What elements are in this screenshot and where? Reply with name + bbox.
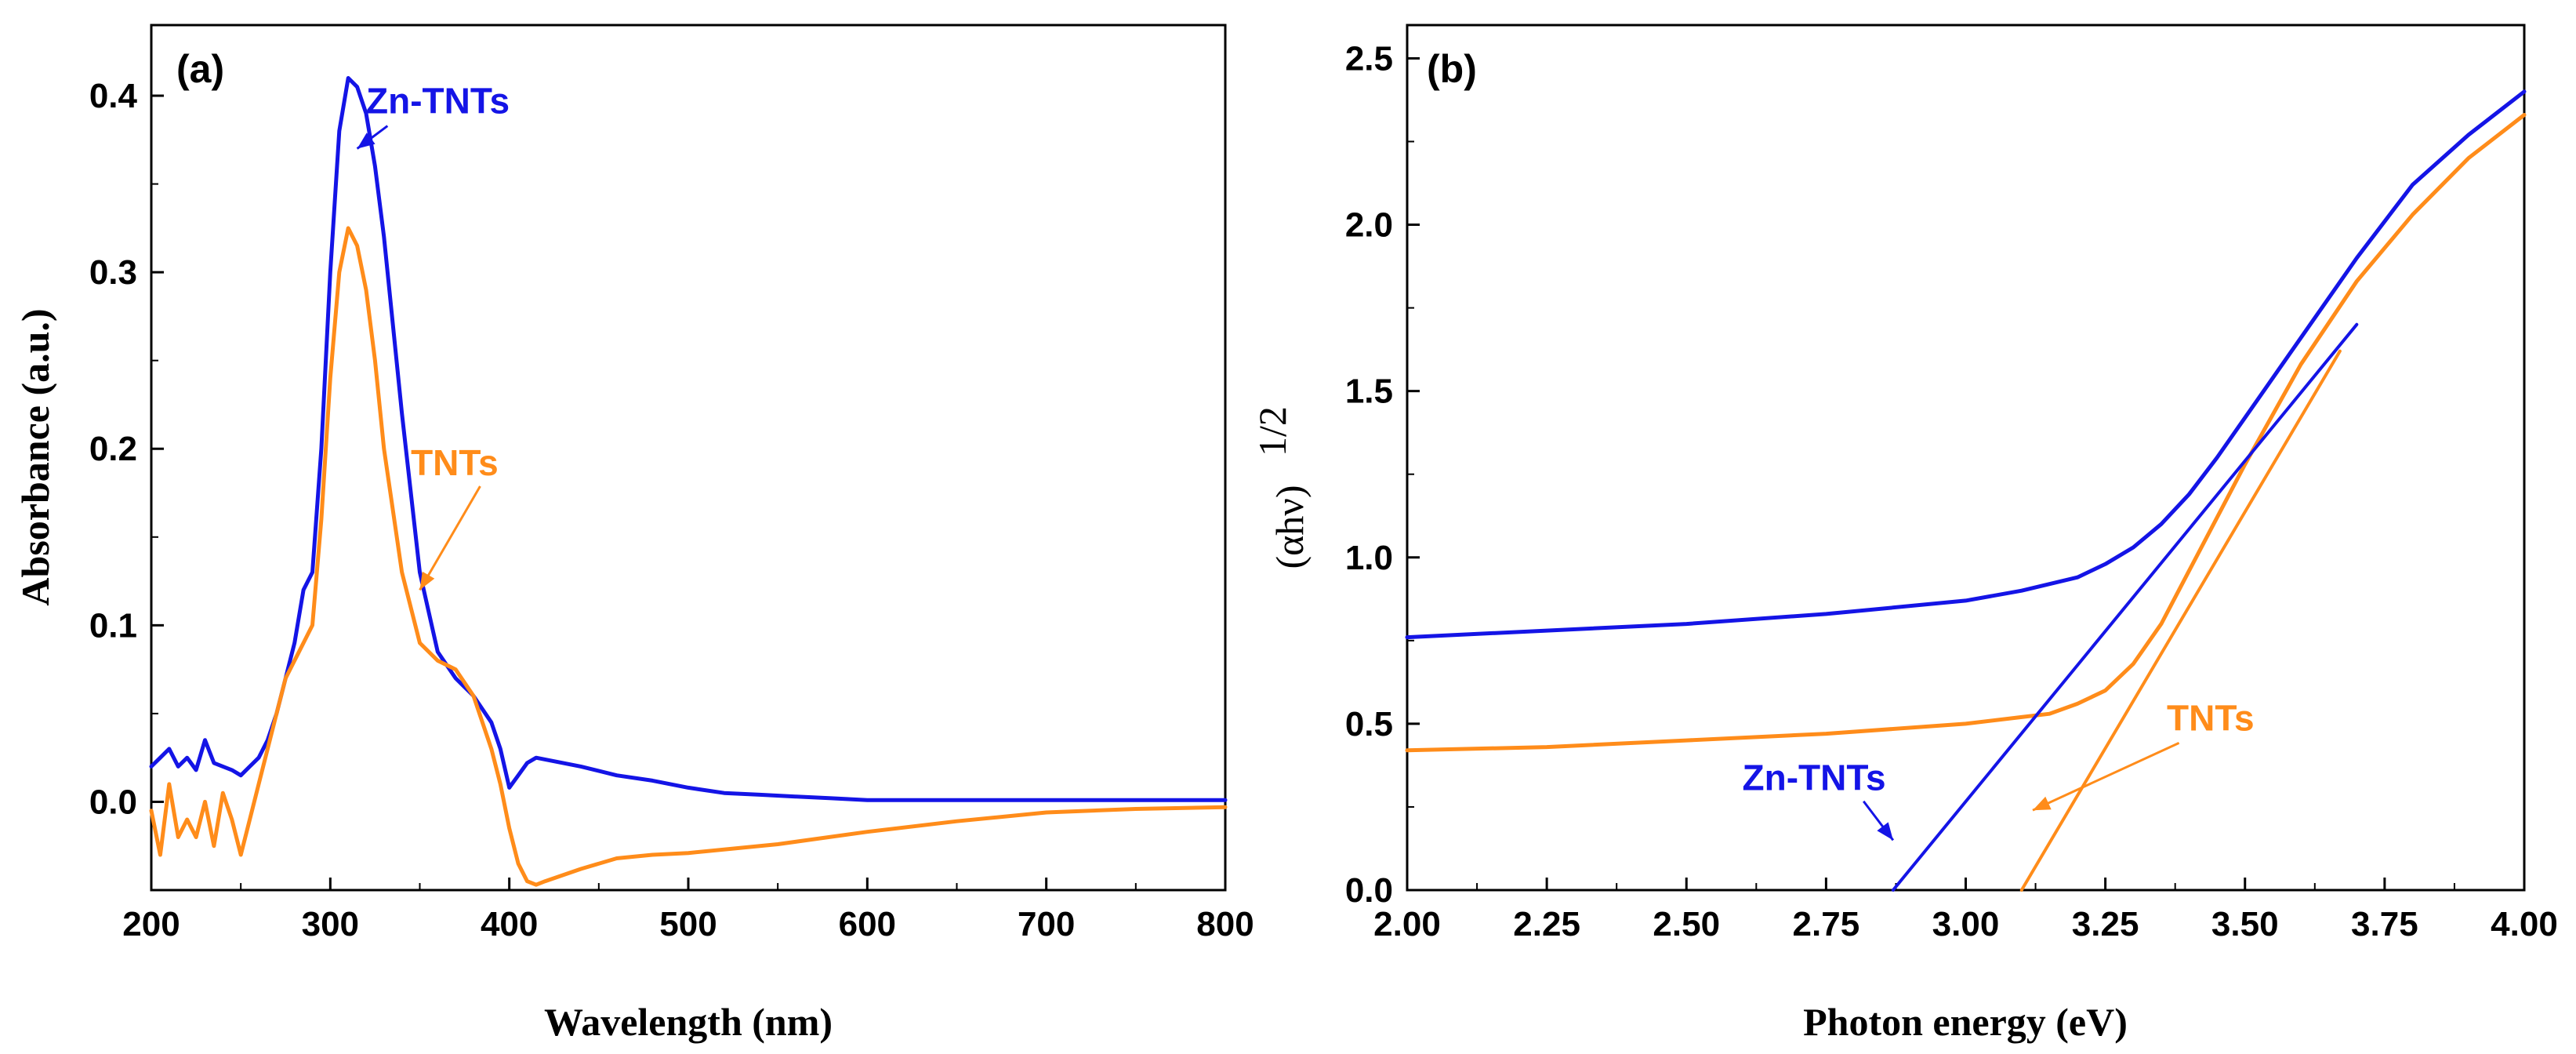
panel-a-series-zn-tnts bbox=[149, 76, 1228, 802]
panel-b-annotation-arrowhead bbox=[2033, 796, 2052, 811]
panel-a-xtick-label: 400 bbox=[481, 905, 538, 943]
panel-b-xtick-label: 2.75 bbox=[1793, 905, 1860, 943]
panel-b-label: (b) bbox=[1427, 47, 1477, 91]
panel-b-annotation-arrowhead bbox=[1877, 822, 1893, 841]
panel-b-series-tnts bbox=[1405, 113, 2527, 753]
panel-b-annotations: Zn-TNTs TNTs bbox=[1743, 697, 2255, 841]
panel-a-annotation-tnts: TNTs bbox=[411, 442, 499, 483]
panel-b-ylabel-base: (αhν) bbox=[1268, 485, 1312, 569]
panel-b-xtick-label: 3.25 bbox=[2072, 905, 2139, 943]
panel-b-xtick-label: 4.00 bbox=[2491, 905, 2558, 943]
panel-b-ytick-label: 0.5 bbox=[1345, 705, 1393, 743]
panel-b-ytick-label: 0.0 bbox=[1345, 871, 1393, 910]
panel-a-xtick-label: 600 bbox=[839, 905, 896, 943]
panel-a-annotation-arrowhead bbox=[357, 133, 376, 149]
panel-a-xtick-label: 800 bbox=[1196, 905, 1254, 943]
panel-b-annotation-tnts: TNTs bbox=[2167, 697, 2255, 738]
panel-a-xtick-label: 500 bbox=[659, 905, 717, 943]
panel-b-series-zn-tnts bbox=[1405, 89, 2527, 640]
panel-a-xtick-label: 700 bbox=[1018, 905, 1075, 943]
panel-b-ytick-label: 2.0 bbox=[1345, 206, 1393, 245]
panel-a-ytick-label: 0.2 bbox=[89, 430, 137, 468]
panel-a-xtick-label: 200 bbox=[122, 905, 180, 943]
panel-b-ticks: 2.00 2.25 2.50 2.75 3.00 3.25 3.50 3.75 4.00 0.0 0… bbox=[1345, 39, 2558, 943]
panel-b-annotation-zn-tnts: Zn-TNTs bbox=[1743, 758, 1886, 798]
panel-b-chart: (b) Photon energy (eV) (αhν) 1/2 2.00 2.2… bbox=[1250, 24, 2558, 1044]
panel-b-xtick-label: 2.50 bbox=[1653, 905, 1720, 943]
panel-a-label: (a) bbox=[176, 47, 224, 91]
panel-a-ytick-label: 0.0 bbox=[89, 783, 137, 821]
panel-a-frame bbox=[150, 24, 1227, 892]
panel-a-annotation-zn-tnts: Zn-TNTs bbox=[366, 81, 510, 122]
panel-b-annotation-arrow-line bbox=[2032, 742, 2180, 812]
panel-b-xtick-label: 3.75 bbox=[2351, 905, 2418, 943]
panel-b-frame bbox=[1406, 24, 2526, 892]
panel-b-ylabel: (αhν) 1/2 bbox=[1250, 406, 1312, 569]
panel-b-ytick-label: 1.5 bbox=[1345, 373, 1393, 411]
panel-a-ytick-label: 0.3 bbox=[89, 253, 137, 292]
panel-a-annotation-arrowhead bbox=[419, 571, 435, 591]
panel-a-annotation-arrow-line bbox=[419, 485, 481, 591]
panel-a-xlabel: Wavelength (nm) bbox=[544, 1000, 833, 1044]
panel-a-ylabel: Absorbance (a.u.) bbox=[13, 308, 57, 605]
panel-a-series-tnts bbox=[149, 226, 1228, 887]
panel-a-ytick-label: 0.4 bbox=[89, 77, 138, 115]
panel-b-xlabel: Photon energy (eV) bbox=[1803, 1000, 2128, 1044]
panel-a-series bbox=[149, 76, 1228, 887]
panel-b-series bbox=[1405, 89, 2527, 892]
panel-b-ylabel-sup: 1/2 bbox=[1250, 406, 1294, 456]
panel-a-ticks: 200 300 400 500 600 700 800 0.0 0.1 0.2 0.3 0.4 bbox=[89, 77, 1254, 943]
panel-a-xtick-label: 300 bbox=[302, 905, 359, 943]
panel-a-ytick-label: 0.1 bbox=[89, 606, 137, 645]
panel-b-xtick-label: 3.50 bbox=[2211, 905, 2279, 943]
panel-a-annotations: Zn-TNTs TNTs bbox=[356, 81, 510, 591]
panel-b-series-zn-tnts-tangent bbox=[1891, 322, 2359, 892]
panel-b-xtick-label: 2.25 bbox=[1513, 905, 1580, 943]
panel-b-xtick-label: 3.00 bbox=[1932, 905, 2000, 943]
panel-a-chart: (a) Wavelength (nm) Absorbance (a.u.) 20… bbox=[13, 24, 1254, 1044]
panel-b-series-tnts-tangent bbox=[2019, 349, 2342, 892]
panel-b-xtick-label: 2.00 bbox=[1373, 905, 1441, 943]
panel-b-ytick-label: 1.0 bbox=[1345, 539, 1393, 577]
panel-b-ytick-label: 2.5 bbox=[1345, 39, 1393, 78]
